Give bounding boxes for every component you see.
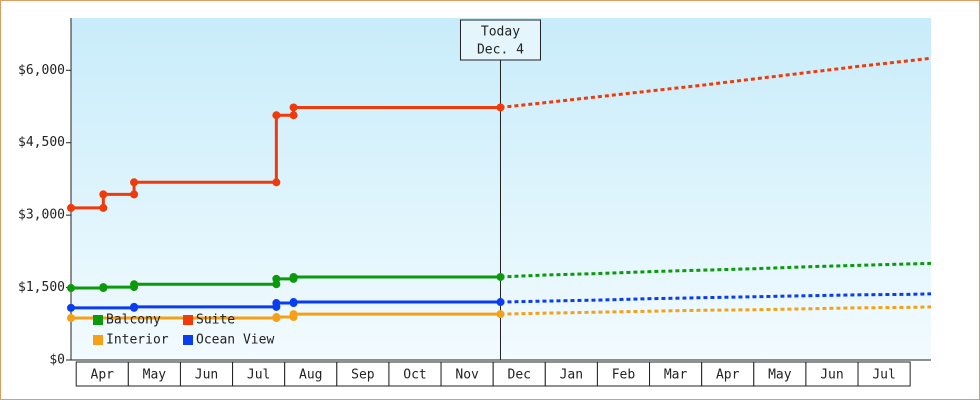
price-point — [272, 111, 281, 120]
price-point — [289, 272, 298, 281]
price-point — [496, 103, 505, 112]
price-point — [289, 103, 298, 112]
price-point — [130, 190, 139, 199]
y-tick-label: $6,000 — [18, 63, 65, 78]
x-tick-box — [440, 361, 494, 387]
y-tick-label: $3,000 — [18, 208, 65, 223]
today-label: Today — [481, 25, 520, 40]
x-tick-label: May — [143, 368, 167, 383]
y-tick-label: $1,500 — [18, 280, 65, 295]
y-tick-label: $4,500 — [18, 135, 65, 150]
price-point — [67, 284, 75, 293]
price-line — [71, 312, 501, 320]
price-point — [496, 272, 505, 281]
x-tick-box — [232, 361, 286, 387]
legend-swatch — [93, 335, 103, 345]
x-tick-label: Apr — [91, 368, 115, 383]
legend-swatch — [93, 315, 103, 325]
x-tick-label: Mar — [664, 368, 688, 383]
x-tick-label: Jul — [872, 368, 895, 383]
price-point — [272, 274, 281, 283]
price-point — [67, 313, 75, 322]
x-tick-box — [492, 361, 546, 387]
today-label: Dec. 4 — [477, 43, 524, 58]
x-tick-box — [805, 361, 859, 387]
x-tick-label: May — [768, 368, 792, 383]
x-tick-label: Feb — [612, 368, 636, 383]
x-tick-box — [857, 361, 911, 387]
x-tick-box — [336, 361, 390, 387]
x-tick-box — [284, 361, 338, 387]
price-point — [130, 302, 139, 311]
price-point — [272, 178, 281, 187]
x-tick-label: Apr — [716, 368, 740, 383]
x-tick-box — [753, 361, 807, 387]
price-point — [272, 313, 281, 322]
forecast-line — [500, 305, 932, 316]
forecast-line — [500, 56, 932, 109]
x-tick-label: Jun — [195, 368, 218, 383]
legend-label: Interior — [106, 333, 169, 348]
price-point — [496, 298, 505, 307]
x-tick-box — [75, 361, 129, 387]
x-tick-label: Aug — [299, 368, 322, 383]
price-point — [67, 303, 75, 312]
price-point — [289, 310, 298, 319]
price-point — [272, 299, 281, 308]
x-tick-label: Sep — [351, 368, 375, 383]
price-point — [289, 298, 298, 307]
price-point — [130, 280, 139, 289]
x-tick-box — [701, 361, 755, 387]
x-tick-label: Nov — [455, 368, 479, 383]
legend-label: Suite — [196, 313, 235, 328]
x-tick-label: Oct — [403, 368, 426, 383]
legend-swatch — [183, 315, 193, 325]
price-point — [130, 178, 139, 187]
x-tick-label: Dec — [508, 368, 531, 383]
forecast-line — [500, 261, 932, 279]
x-tick-label: Jul — [247, 368, 270, 383]
x-tick-box — [179, 361, 234, 387]
legend-label: Balcony — [106, 313, 161, 328]
price-point — [67, 203, 75, 212]
x-tick-box — [388, 361, 442, 387]
legend-swatch — [183, 335, 193, 345]
price-point — [289, 111, 298, 120]
x-tick-label: Jan — [560, 368, 583, 383]
price-point — [99, 283, 108, 292]
price-point — [496, 310, 505, 319]
legend-label: Ocean View — [196, 333, 274, 348]
y-tick-label: $0 — [49, 353, 65, 368]
x-tick-box — [127, 361, 181, 387]
x-tick-box — [649, 361, 703, 387]
x-tick-box — [544, 361, 598, 387]
price-point — [99, 190, 108, 199]
today-box — [459, 19, 541, 61]
price-point — [99, 203, 108, 212]
x-tick-label: Jun — [820, 368, 843, 383]
forecast-line — [500, 292, 932, 304]
